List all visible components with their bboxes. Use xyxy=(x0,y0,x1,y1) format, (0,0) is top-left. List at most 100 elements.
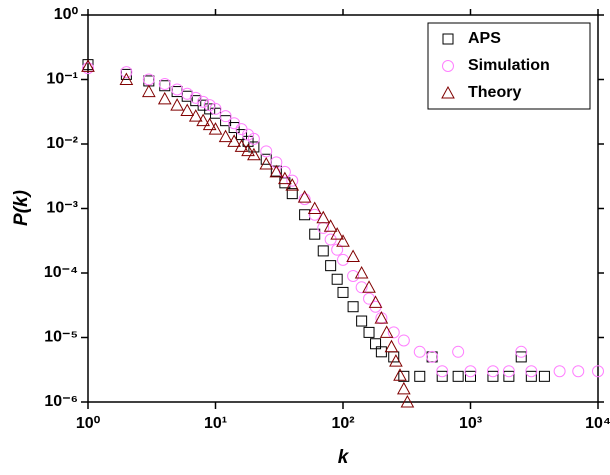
point xyxy=(285,178,300,191)
point xyxy=(220,115,232,127)
legend-marker xyxy=(441,85,455,99)
y-tick-label: 10⁻⁵ xyxy=(44,329,78,346)
point xyxy=(270,156,283,169)
point xyxy=(486,365,499,378)
point xyxy=(119,72,134,85)
point xyxy=(389,354,403,367)
point xyxy=(170,98,184,111)
point xyxy=(487,370,499,382)
point xyxy=(525,370,537,382)
point xyxy=(396,381,411,395)
point xyxy=(228,122,240,134)
legend-label: Simulation xyxy=(468,57,550,74)
point xyxy=(337,253,349,266)
point xyxy=(572,365,585,378)
point xyxy=(158,78,171,91)
point xyxy=(197,95,210,108)
point xyxy=(299,209,311,221)
point xyxy=(414,370,426,382)
point xyxy=(278,171,292,185)
point xyxy=(515,345,528,358)
x-tick-label: 10⁴ xyxy=(585,415,610,432)
point xyxy=(298,193,311,206)
y-axis-label: P(k) xyxy=(11,190,32,226)
point xyxy=(398,370,410,382)
point xyxy=(436,365,449,378)
point xyxy=(331,243,344,256)
point xyxy=(393,368,407,381)
y-tick-label: 10⁰ xyxy=(54,6,79,23)
point xyxy=(81,59,95,72)
point xyxy=(465,370,476,382)
point xyxy=(515,351,527,363)
point xyxy=(525,365,538,378)
point xyxy=(228,117,241,130)
y-tick-label: 10⁻⁶ xyxy=(44,393,78,410)
point xyxy=(362,280,376,293)
point xyxy=(208,122,223,135)
point xyxy=(452,345,465,358)
y-tick-label: 10⁻² xyxy=(46,135,78,152)
point xyxy=(234,139,249,152)
point xyxy=(219,110,232,123)
x-tick-label: 10⁰ xyxy=(76,415,101,432)
point xyxy=(227,134,241,147)
point xyxy=(317,245,329,257)
point xyxy=(203,99,216,112)
point xyxy=(538,370,550,382)
point xyxy=(368,295,383,308)
point xyxy=(297,190,312,203)
point xyxy=(374,311,389,324)
y-tick-label: 10⁻¹ xyxy=(46,71,78,88)
point xyxy=(363,292,376,305)
point xyxy=(426,351,438,363)
point xyxy=(204,103,216,115)
point xyxy=(397,334,410,347)
x-tick-label: 10² xyxy=(331,415,354,432)
point xyxy=(120,66,133,79)
point xyxy=(413,345,426,358)
legend-label: Theory xyxy=(468,84,521,101)
x-tick-label: 10³ xyxy=(459,415,482,432)
point xyxy=(196,113,210,127)
legend-box xyxy=(427,22,591,110)
point xyxy=(218,129,233,143)
point xyxy=(330,227,345,240)
point xyxy=(308,208,321,221)
point xyxy=(370,338,382,350)
point xyxy=(384,339,399,353)
point xyxy=(355,281,368,294)
point xyxy=(189,91,202,104)
point xyxy=(143,75,155,87)
point xyxy=(157,91,172,105)
y-tick-label: 10⁻⁴ xyxy=(44,264,78,281)
point xyxy=(309,228,321,240)
point xyxy=(325,260,337,272)
point xyxy=(503,370,515,382)
point xyxy=(247,147,261,161)
point xyxy=(286,188,298,200)
point xyxy=(82,62,94,75)
point xyxy=(400,394,415,408)
point xyxy=(323,219,338,232)
x-tick-label: 10¹ xyxy=(204,415,227,432)
point xyxy=(592,365,604,378)
point xyxy=(171,83,184,96)
point xyxy=(356,315,368,327)
point xyxy=(269,164,284,178)
point xyxy=(286,174,299,187)
point xyxy=(316,210,331,224)
point xyxy=(347,301,359,313)
point xyxy=(553,365,566,378)
point xyxy=(180,103,195,117)
point xyxy=(346,249,360,263)
point xyxy=(247,132,260,145)
point xyxy=(436,370,448,382)
x-axis-label: k xyxy=(338,447,350,468)
point xyxy=(387,326,400,339)
point xyxy=(363,326,375,338)
point xyxy=(337,286,349,298)
point xyxy=(426,350,439,363)
point xyxy=(307,201,322,214)
point xyxy=(241,143,255,157)
